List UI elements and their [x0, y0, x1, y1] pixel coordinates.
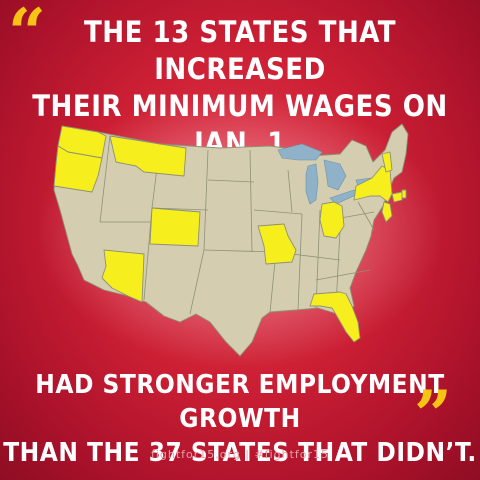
- state-ohio: [319, 201, 345, 239]
- headline-line-3: HAD STRONGER EMPLOYMENT GROWTH: [35, 370, 445, 434]
- headline-bottom: HAD STRONGER EMPLOYMENT GROWTH THAN THE …: [0, 368, 480, 470]
- state-oregon: [53, 145, 103, 193]
- headline-line-2: THEIR MINIMUM WAGES ON JAN. 1: [32, 89, 448, 160]
- lake-michigan: [305, 163, 319, 205]
- lake-huron: [323, 159, 347, 191]
- state-vermont: [381, 151, 393, 173]
- state-montana: [109, 135, 187, 177]
- close-quote-icon: ”: [414, 376, 452, 454]
- headline-line-1: THE 13 STATES THAT INCREASED: [83, 15, 397, 86]
- state-connecticut: [391, 191, 403, 203]
- state-new-york: [353, 165, 393, 203]
- state-colorado: [149, 207, 201, 247]
- state-missouri: [257, 223, 297, 265]
- state-arizona: [101, 249, 145, 303]
- state-florida: [309, 291, 361, 343]
- state-new-jersey: [381, 201, 393, 223]
- headline-top: THE 13 STATES THAT INCREASED THEIR MINIM…: [0, 14, 480, 162]
- state-rhode-island: [401, 189, 407, 199]
- lake-superior: [277, 143, 323, 161]
- headline-line-4: THAN THE 37 STATES THAT DIDN’T.: [3, 438, 477, 468]
- footer-url: fightfor15.org | #fightfor15: [150, 448, 330, 461]
- open-quote-icon: “: [8, 0, 46, 72]
- us-map: [53, 123, 409, 357]
